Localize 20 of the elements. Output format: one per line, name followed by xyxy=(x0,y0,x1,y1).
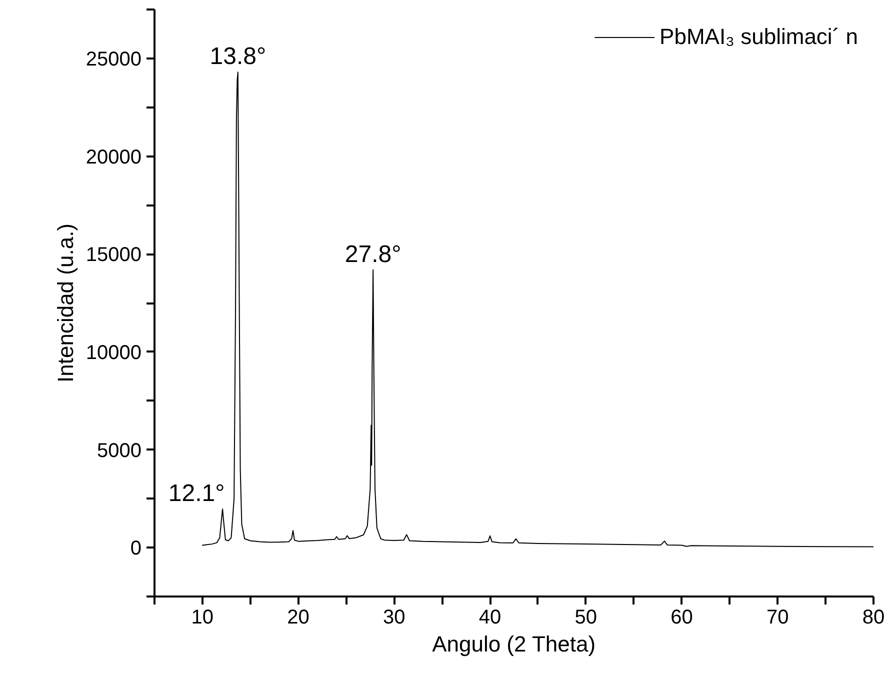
x-tick-label: 30 xyxy=(383,606,406,628)
y-tick-label: 10000 xyxy=(86,342,142,364)
annotation: 27.8° xyxy=(344,240,402,268)
annotation: 12.1° xyxy=(168,480,225,508)
y-tick-label: 0 xyxy=(130,538,142,560)
x-tick-label: 40 xyxy=(478,606,502,628)
y-tick-label: 25000 xyxy=(86,48,142,70)
y-tick-label: 15000 xyxy=(86,244,142,266)
x-axis-title: Angulo (2 Theta) xyxy=(432,632,596,656)
annotation: 13.8° xyxy=(210,43,266,70)
x-tick-label: 50 xyxy=(574,606,598,628)
y-tick-label: 20000 xyxy=(86,146,142,168)
y-tick-label: 5000 xyxy=(97,440,142,462)
x-tick-label: 20 xyxy=(287,606,310,628)
legend-label: PbMAI₃ sublimaci´ n xyxy=(660,24,858,50)
x-tick-label: 60 xyxy=(670,606,693,628)
y-axis-title: Intencidad (u.a.) xyxy=(52,224,78,382)
x-tick-label: 10 xyxy=(191,606,214,628)
x-tick-label: 80 xyxy=(862,606,885,628)
x-tick-label: 70 xyxy=(766,606,789,628)
